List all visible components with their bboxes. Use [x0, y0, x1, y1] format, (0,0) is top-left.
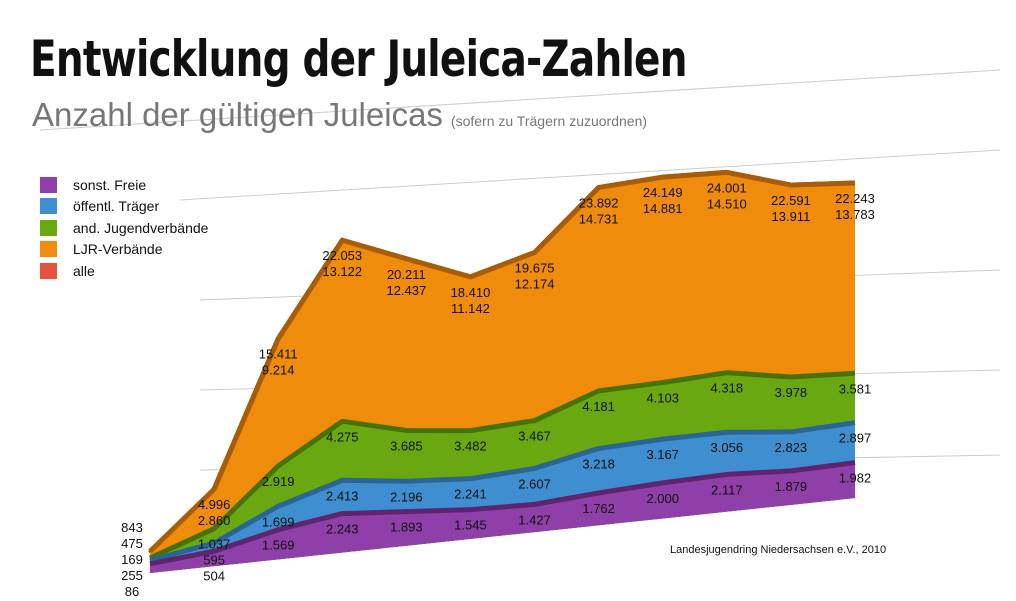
data-label-and-jugendverbaende: 169	[121, 552, 143, 567]
data-label-alle: 20.211	[387, 267, 426, 282]
data-label-sonst-freie: 1.569	[262, 538, 295, 553]
data-label-oeffentl-traeger: 2.241	[454, 487, 487, 502]
data-label-sonst-freie: 1.427	[518, 512, 551, 527]
data-label-ljr-verbaende: 14.510	[707, 196, 747, 211]
legend-swatch	[40, 219, 57, 236]
data-label-sonst-freie: 1.893	[390, 520, 423, 535]
subtitle-text: Anzahl der gültigen Juleicas	[32, 96, 443, 133]
data-label-and-jugendverbaende: 3.467	[518, 429, 551, 444]
data-label-oeffentl-traeger: 595	[203, 553, 225, 568]
data-label-alle: 24.149	[643, 185, 683, 200]
data-label-oeffentl-traeger: 2.823	[775, 440, 808, 455]
data-label-alle: 23.892	[579, 196, 619, 211]
chart-subtitle: Anzahl der gültigen Juleicas (sofern zu T…	[32, 96, 647, 134]
legend-label: öffentl. Träger	[73, 198, 160, 215]
data-label-oeffentl-traeger: 3.056	[711, 440, 744, 455]
legend-label: LJR-Verbände	[73, 241, 163, 258]
data-label-ljr-verbaende: 14.731	[579, 212, 619, 227]
area-sonst-freie	[150, 462, 855, 573]
data-label-ljr-verbaende: 13.783	[835, 207, 875, 222]
data-label-oeffentl-traeger: 2.607	[518, 476, 551, 491]
data-label-sonst-freie: 2.000	[646, 491, 679, 506]
data-label-alle: 19.675	[515, 261, 555, 276]
gridline	[179, 149, 1001, 201]
data-label-sonst-freie: 1.879	[775, 479, 808, 494]
data-label-oeffentl-traeger: 255	[121, 568, 143, 583]
legend-label: and. Jugendverbände	[73, 219, 209, 236]
data-label-and-jugendverbaende: 4.103	[646, 391, 679, 406]
gridline	[39, 69, 1001, 131]
data-label-oeffentl-traeger: 3.167	[646, 447, 679, 462]
data-label-sonst-freie: 1.762	[582, 501, 615, 516]
data-label-oeffentl-traeger: 2.897	[839, 431, 872, 446]
area-edge-and-jugendverbaende	[148, 370, 856, 561]
data-label-and-jugendverbaende: 4.318	[711, 381, 744, 396]
data-label-sonst-freie: 1.982	[839, 471, 872, 486]
legend-item-sonst-freie: sonst. Freie	[40, 174, 208, 196]
data-label-alle: 22.591	[771, 193, 811, 208]
data-label-alle: 24.001	[707, 180, 747, 195]
data-label-alle: 18.410	[451, 285, 491, 300]
data-label-and-jugendverbaende: 3.978	[775, 385, 808, 400]
legend-label: alle	[73, 262, 95, 279]
legend-item-and-jugendverbaende: and. Jugendverbände	[40, 217, 208, 239]
legend-swatch	[40, 241, 57, 258]
data-label-ljr-verbaende: 13.911	[772, 209, 811, 224]
data-label-alle: 4.996	[198, 497, 231, 512]
area-edge-sonst-freie	[149, 460, 856, 567]
data-label-ljr-verbaende: 12.174	[515, 277, 555, 292]
data-label-ljr-verbaende: 9.214	[262, 363, 295, 378]
data-label-sonst-freie: 504	[203, 569, 225, 584]
data-label-and-jugendverbaende: 4.181	[582, 399, 615, 414]
data-label-and-jugendverbaende: 1.037	[198, 537, 231, 552]
data-label-and-jugendverbaende: 3.581	[839, 381, 872, 396]
data-label-sonst-freie: 2.243	[326, 522, 359, 537]
legend-swatch	[40, 262, 57, 279]
data-label-alle: 22.243	[835, 191, 875, 206]
credit-text: Landesjugendring Niedersachsen e.V., 201…	[670, 544, 887, 556]
data-label-ljr-verbaende: 13.122	[322, 264, 362, 279]
data-label-and-jugendverbaende: 3.482	[454, 439, 487, 454]
legend-item-oeffentl-traeger: öffentl. Träger	[40, 196, 208, 218]
data-label-and-jugendverbaende: 4.275	[326, 429, 359, 444]
data-label-ljr-verbaende: 12.437	[386, 283, 426, 298]
legend-item-alle: alle	[40, 260, 208, 282]
subtitle-note: (sofern zu Trägern zuzuordnen)	[450, 113, 648, 129]
data-label-sonst-freie: 86	[125, 584, 139, 599]
data-label-oeffentl-traeger: 2.413	[326, 488, 359, 503]
data-label-alle: 843	[121, 520, 143, 535]
data-label-oeffentl-traeger: 1.699	[262, 514, 295, 529]
area-edge-oeffentl-traeger	[149, 420, 856, 563]
legend: sonst. Freie öffentl. Träger and. Jugend…	[40, 174, 208, 282]
data-label-ljr-verbaende: 11.142	[451, 301, 490, 316]
legend-swatch	[40, 198, 57, 215]
data-label-ljr-verbaende: 475	[121, 536, 143, 551]
data-label-alle: 22.053	[322, 248, 362, 263]
data-label-oeffentl-traeger: 3.218	[582, 457, 615, 472]
data-label-sonst-freie: 1.545	[454, 518, 487, 533]
area-edge-ljr-verbaende	[148, 169, 856, 554]
data-label-ljr-verbaende: 2.860	[198, 513, 231, 528]
data-label-and-jugendverbaende: 3.685	[390, 438, 423, 453]
legend-swatch	[40, 176, 57, 193]
data-label-alle: 15.411	[259, 347, 298, 362]
legend-item-ljr-verbaende: LJR-Verbände	[40, 239, 208, 261]
data-label-ljr-verbaende: 14.881	[643, 201, 683, 216]
data-label-oeffentl-traeger: 2.196	[390, 489, 423, 504]
chart-title: Entwicklung der Juleica-Zahlen	[30, 30, 687, 88]
data-label-sonst-freie: 2.117	[711, 482, 743, 497]
data-label-and-jugendverbaende: 2.919	[262, 474, 295, 489]
legend-label: sonst. Freie	[73, 176, 147, 193]
